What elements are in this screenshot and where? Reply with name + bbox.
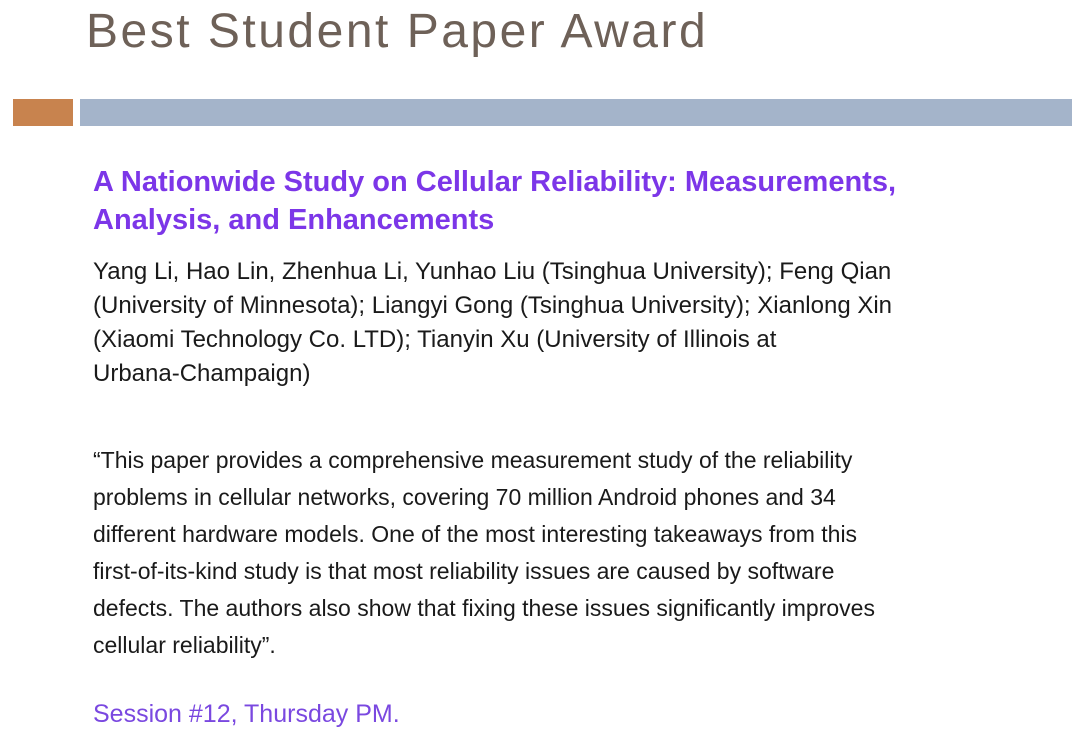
slide-title: Best Student Paper Award xyxy=(86,5,709,58)
slide-body: A Nationwide Study on Cellular Reliabili… xyxy=(93,163,1053,729)
paper-authors: Yang Li, Hao Lin, Zhenhua Li, Yunhao Liu… xyxy=(93,258,893,387)
award-citation: “This paper provides a comprehensive mea… xyxy=(93,447,875,658)
paper-title: A Nationwide Study on Cellular Reliabili… xyxy=(93,166,897,236)
session-info: Session #12, Thursday PM. xyxy=(93,700,400,728)
accent-bar xyxy=(80,99,1072,126)
accent-square xyxy=(13,99,73,126)
